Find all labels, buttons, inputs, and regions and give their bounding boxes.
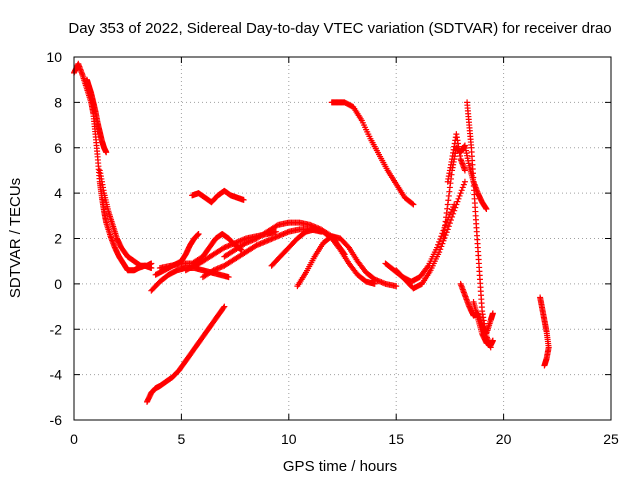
x-tick-label: 5	[178, 431, 186, 447]
data-point	[437, 246, 444, 253]
data-point	[489, 310, 496, 317]
x-axis-label: GPS time / hours	[283, 458, 397, 475]
data-point	[436, 249, 443, 256]
data-point	[435, 241, 442, 248]
series-sat-16	[393, 178, 468, 292]
data-point	[456, 192, 463, 199]
data-point	[451, 207, 458, 214]
y-tick-label: 8	[54, 94, 62, 110]
x-tick-label: 25	[603, 431, 619, 447]
data-point	[483, 206, 490, 213]
y-axis-label: SDTVAR / TECUs	[7, 178, 24, 298]
x-tick-label: 20	[496, 431, 512, 447]
data-point	[438, 243, 445, 250]
data-point	[541, 362, 548, 369]
data-point	[446, 220, 453, 227]
data-point	[450, 210, 457, 217]
series-sat-22	[537, 294, 552, 369]
y-tick-label: -6	[50, 412, 63, 428]
data-point	[489, 337, 496, 344]
data-point	[461, 167, 468, 174]
data-point	[436, 238, 443, 245]
x-tick-label: 10	[281, 431, 297, 447]
series-sat-18	[444, 131, 468, 185]
data-point	[410, 201, 417, 208]
data-point	[240, 196, 247, 203]
y-tick-label: 6	[54, 140, 62, 156]
data-point	[103, 149, 110, 156]
series-sat-04	[144, 303, 228, 405]
x-tick-label: 15	[388, 431, 404, 447]
data-point	[459, 184, 466, 191]
data-point	[220, 304, 227, 311]
data-point	[409, 200, 416, 207]
data-point	[434, 244, 441, 251]
x-tick-label: 0	[70, 431, 78, 447]
series-sat-03	[96, 167, 155, 269]
data-point	[447, 217, 454, 224]
series-sat-21	[470, 299, 496, 349]
y-tick-label: 10	[46, 49, 62, 65]
series-sat-02	[83, 76, 110, 156]
data-point	[455, 195, 462, 202]
data-point	[452, 204, 459, 211]
y-tick-label: 0	[54, 276, 62, 292]
data-point	[454, 198, 461, 205]
data-point	[148, 260, 155, 267]
data-point	[453, 201, 460, 208]
data-point	[461, 178, 468, 185]
series-sat-13	[294, 233, 400, 290]
y-tick-label: 4	[54, 185, 62, 201]
data-point	[458, 187, 465, 194]
data-point	[272, 228, 279, 235]
data-points	[71, 60, 552, 405]
data-point	[195, 230, 202, 237]
data-point	[460, 181, 467, 188]
data-point	[449, 213, 456, 220]
y-tick-label: 2	[54, 231, 62, 247]
data-point	[393, 283, 400, 290]
plot-border	[73, 56, 612, 421]
series-sat-14	[328, 99, 417, 208]
y-tick-label: -2	[50, 321, 63, 337]
y-axis-ticks: -6 -4 -2 0 2 4 6 8 10	[46, 49, 611, 428]
data-point	[225, 274, 232, 281]
data-point	[273, 222, 280, 229]
chart-title: Day 353 of 2022, Sidereal Day-to-day VTE…	[68, 20, 611, 37]
data-point	[457, 190, 464, 197]
data-point	[221, 303, 228, 310]
data-point	[439, 240, 446, 247]
y-tick-label: -4	[50, 367, 63, 383]
series-sat-08	[189, 187, 247, 206]
